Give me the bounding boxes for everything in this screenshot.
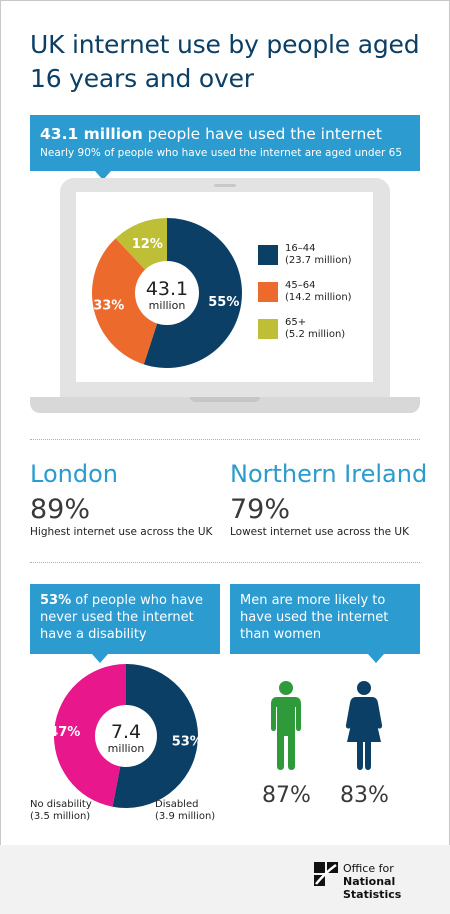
legend-item-45-64: 45–64 (14.2 million) [258,280,378,317]
legend-text-45-64: 45–64 (14.2 million) [285,280,352,304]
banner-subtitle: Nearly 90% of people who have used the i… [40,147,403,159]
legend-text-65-plus: 65+ (5.2 million) [285,317,345,341]
ons-line-1: Office for [343,862,394,875]
ons-logo-arc [315,863,337,885]
donut-hole-0 [135,261,199,325]
region-name-northern-ireland: Northern Ireland [230,460,428,488]
donut-center-value-1: 7.4 [111,721,141,743]
gender-callout-pointer [368,654,384,663]
disabled-label: Disabled (3.9 million) [155,799,215,823]
page-title: UK internet use by people aged 16 years … [30,30,420,93]
legend-label-65-plus: 65+ [285,317,307,328]
banner-headline: 43.1 million people have used the intern… [40,123,410,145]
no-disability-name: No disability [30,799,92,810]
no-disability-detail: (3.5 million) [30,811,91,822]
ons-wordmark: Office for National Statistics [343,862,450,901]
donut-hole-1 [95,705,157,767]
man-icon [271,681,301,770]
donut-center-unit-0: million [149,299,186,312]
legend-detail-65-plus: (5.2 million) [285,329,346,340]
footer [0,845,450,914]
donut-slice-label-0-2: 12% [132,237,163,252]
region-caption-northern-ireland: Lowest internet use across the UK [230,526,409,538]
legend-detail-16-44: (23.7 million) [285,255,352,266]
laptop-base [30,397,420,413]
woman-icon-body [345,697,383,770]
region-caption-london: Highest internet use across the UK [30,526,213,538]
laptop-camera [214,184,236,187]
legend-label-16-44: 16–44 [285,243,316,254]
laptop-notch [190,397,260,402]
no-disability-label: No disability (3.5 million) [30,799,92,823]
donut-slice-label-1-0: 53% [172,735,203,750]
legend-swatch-16-44 [258,245,278,265]
disability-callout-rest: of people who have never used the intern… [40,593,203,642]
gender-callout: Men are more likely to have used the int… [230,584,420,654]
disability-callout-pointer [92,654,108,663]
banner-headline-rest: people have used the internet [142,125,382,143]
disability-callout-bold: 53% [40,593,72,608]
legend-label-45-64: 45–64 [285,280,316,291]
legend-item-16-44: 16–44 (23.7 million) [258,243,378,280]
legend-detail-45-64: (14.2 million) [285,292,352,303]
man-icon-head [279,681,293,695]
legend-swatch-65-plus [258,319,278,339]
region-value-northern-ireland: 79% [230,494,291,525]
ons-line-2: National Statistics [343,875,450,901]
headline-banner: 43.1 million people have used the intern… [30,115,420,171]
region-name-london: London [30,460,118,488]
donut-slice-label-0-0: 55% [208,295,239,310]
man-icon-body [271,697,301,770]
disability-callout: 53% of people who have never used the in… [30,584,220,654]
donut-slice-1-1 [53,664,126,807]
region-value-london: 89% [30,494,91,525]
legend-text-16-44: 16–44 (23.7 million) [285,243,352,267]
donut-center-unit-1: million [108,742,145,755]
section-divider [30,439,420,440]
age-legend: 16–44 (23.7 million) 45–64 (14.2 million) … [258,243,378,354]
ons-logo-icon [314,862,338,886]
banner-pointer [95,171,111,180]
ons-logo-block-1 [314,862,325,873]
donut-slice-label-0-1: 33% [93,298,124,313]
section-divider [30,562,420,563]
woman-icon [345,681,383,770]
banner-headline-bold: 43.1 million [40,125,143,143]
men-percentage: 87% [262,783,311,808]
ons-line-2-bold: National Statistics [343,875,402,901]
donut-slice-0-1 [92,238,167,365]
woman-icon-head [357,681,371,695]
donut-center-value-0: 43.1 [146,278,188,300]
disabled-detail: (3.9 million) [155,811,216,822]
women-percentage: 83% [340,783,389,808]
disabled-name: Disabled [155,799,199,810]
donut-slice-label-1-1: 47% [49,725,80,740]
legend-item-65-plus: 65+ (5.2 million) [258,317,378,354]
legend-swatch-45-64 [258,282,278,302]
